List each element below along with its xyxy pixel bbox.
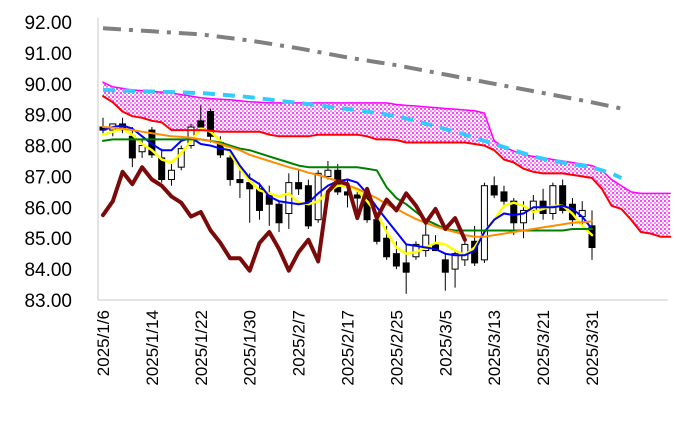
x-tick-label: 2025/3/31 (583, 310, 602, 386)
candle-body (324, 169, 332, 177)
candle-body (207, 111, 215, 137)
y-tick-label: 91.00 (24, 44, 72, 65)
candle-body (295, 182, 303, 190)
y-axis-ticks: 92.00 91.00 90.00 89.00 88.00 87.00 86.00 85.00… (24, 13, 72, 312)
candle-body (197, 120, 205, 128)
candle-body (167, 169, 175, 181)
candle-body (432, 243, 440, 252)
candle-body (226, 157, 234, 181)
y-tick-label: 90.00 (24, 75, 72, 96)
candle-body (451, 253, 459, 270)
candle-body (236, 179, 244, 184)
y-tick-label: 85.00 (24, 229, 72, 250)
x-axis-ticks: 2025/1/6 2025/1/14 2025/1/22 2025/1/30 2025/… (94, 310, 602, 386)
y-tick-label: 87.00 (24, 167, 72, 188)
indicator-lines (101, 26, 672, 273)
series-line (102, 26, 622, 111)
y-tick-label: 92.00 (24, 13, 72, 34)
candle-body (353, 194, 361, 199)
x-tick-label: 2025/3/13 (485, 310, 504, 386)
candle-body (559, 185, 567, 211)
ichimoku-cloud (103, 82, 671, 237)
candle-body (441, 259, 449, 273)
candle-body (422, 234, 430, 252)
x-tick-label: 2025/1/30 (241, 310, 260, 386)
candle-body (529, 200, 537, 211)
axis-layer (97, 18, 668, 301)
candle-body (138, 145, 146, 153)
y-tick-label: 83.00 (24, 291, 72, 312)
cloud-area (103, 82, 671, 237)
x-tick-label: 2025/1/22 (192, 310, 211, 386)
candle-body (363, 197, 371, 221)
x-tick-label: 2025/2/17 (339, 310, 358, 386)
series-line (102, 88, 623, 180)
x-tick-label: 2025/1/14 (143, 310, 162, 386)
x-tick-label: 2025/2/7 (290, 310, 309, 376)
y-tick-label: 88.00 (24, 137, 72, 158)
candle-body (392, 253, 400, 267)
x-tick-label: 2025/3/5 (436, 310, 455, 376)
candle-body (402, 262, 410, 273)
candle-body (275, 203, 283, 224)
series-line (102, 95, 672, 238)
candle-body (285, 182, 293, 215)
x-tick-label: 2025/3/21 (534, 310, 553, 386)
y-tick-label: 89.00 (24, 106, 72, 127)
candle-body (373, 219, 381, 242)
candle-body (500, 191, 508, 202)
series-line (102, 138, 593, 232)
candle-body (549, 185, 557, 215)
x-tick-label: 2025/2/25 (387, 310, 406, 386)
x-tick-label: 2025/1/6 (94, 310, 113, 376)
candle-body (490, 185, 498, 196)
series-line (101, 165, 467, 273)
candle-body (510, 200, 518, 224)
candle-body (383, 237, 391, 258)
candle-body (588, 225, 596, 248)
candle-body (480, 185, 488, 261)
y-tick-label: 84.00 (24, 260, 72, 281)
candle-body (177, 148, 185, 168)
candle-body (304, 185, 312, 227)
candle-body (520, 209, 528, 224)
y-tick-label: 86.00 (24, 198, 72, 219)
